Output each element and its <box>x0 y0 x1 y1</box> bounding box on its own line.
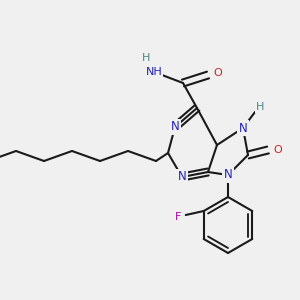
Text: N: N <box>178 170 186 184</box>
Text: H: H <box>256 102 264 112</box>
Text: N: N <box>238 122 247 134</box>
Text: F: F <box>175 212 181 222</box>
Text: N: N <box>224 169 232 182</box>
Text: N: N <box>171 121 179 134</box>
Text: O: O <box>214 68 222 78</box>
Text: O: O <box>274 145 282 155</box>
Text: H: H <box>142 53 150 63</box>
Text: NH: NH <box>146 67 162 77</box>
